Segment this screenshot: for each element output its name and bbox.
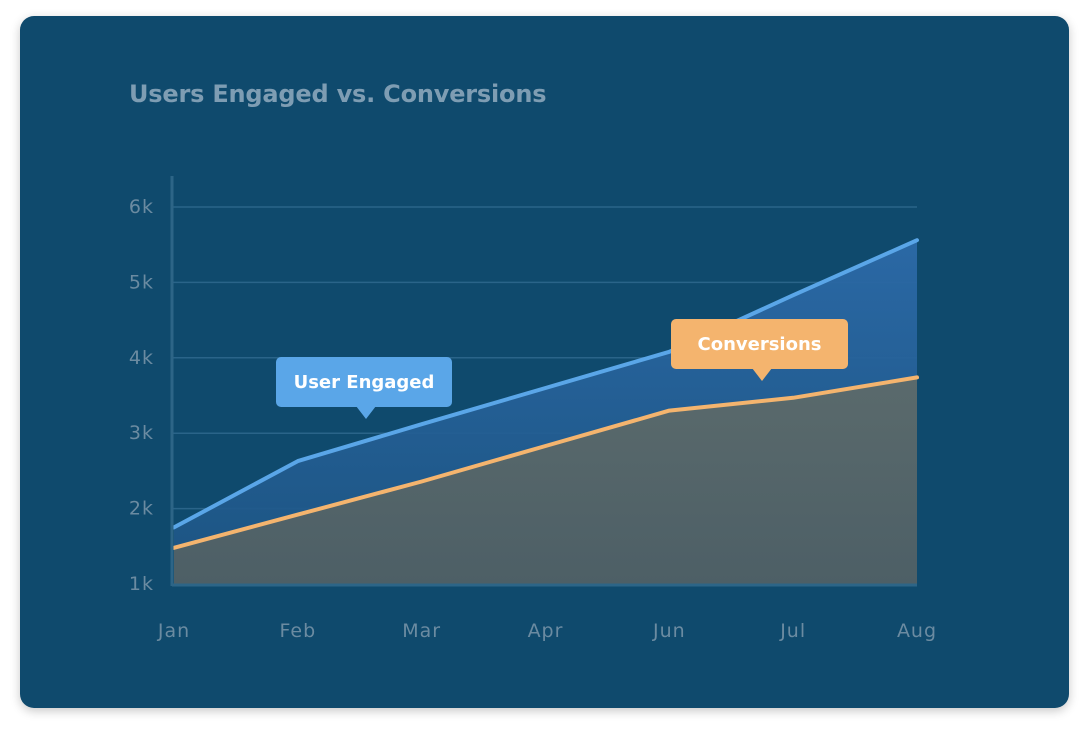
y-tick-label: 3k [129, 422, 154, 444]
x-tick-label: Jun [652, 620, 686, 642]
x-tick-label: Aug [897, 620, 937, 642]
y-tick-label: 5k [129, 271, 154, 293]
y-tick-label: 4k [129, 347, 154, 369]
series-line-1 [172, 238, 919, 530]
x-tick-label: Jan [157, 620, 190, 642]
callout-box [671, 319, 848, 369]
callout-pointer [356, 406, 376, 419]
x-tick-label: Apr [528, 620, 564, 642]
chart-title: Users Engaged vs. Conversions [129, 80, 547, 108]
legend-label: Conversions [698, 334, 822, 355]
axes [170, 176, 917, 587]
y-tick-label: 6k [129, 196, 154, 218]
chart-card: Users Engaged vs. Conversions 1k 2k 3k 4k 5k… [20, 16, 1069, 708]
series-area-2 [174, 377, 917, 584]
series-callout-2: Conversions [671, 319, 848, 381]
y-tick-label: 1k [129, 573, 154, 595]
callout-box [276, 357, 452, 407]
y-tick-label: 2k [129, 498, 154, 520]
x-tick-label: Feb [280, 620, 317, 642]
series-callout-1: User Engaged [276, 357, 452, 419]
x-tick-label: Jul [779, 620, 806, 642]
series-callouts: User Engaged Conversions [276, 319, 848, 419]
series-line-2 [172, 375, 919, 550]
x-tick-label: Mar [402, 620, 441, 642]
area-chart: 1k 2k 3k 4k 5k 6k Jan Feb Mar Apr Jun Jul Aug User E… [129, 176, 937, 642]
legend-label: User Engaged [294, 372, 435, 393]
callout-pointer [752, 368, 772, 381]
tick-labels: 1k 2k 3k 4k 5k 6k Jan Feb Mar Apr Jun Jul Aug [129, 196, 937, 642]
series-lines [172, 238, 919, 550]
